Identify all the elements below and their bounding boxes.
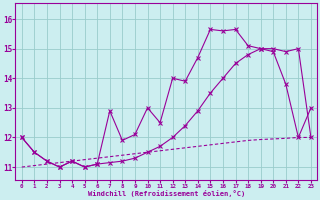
X-axis label: Windchill (Refroidissement éolien,°C): Windchill (Refroidissement éolien,°C): [88, 190, 245, 197]
